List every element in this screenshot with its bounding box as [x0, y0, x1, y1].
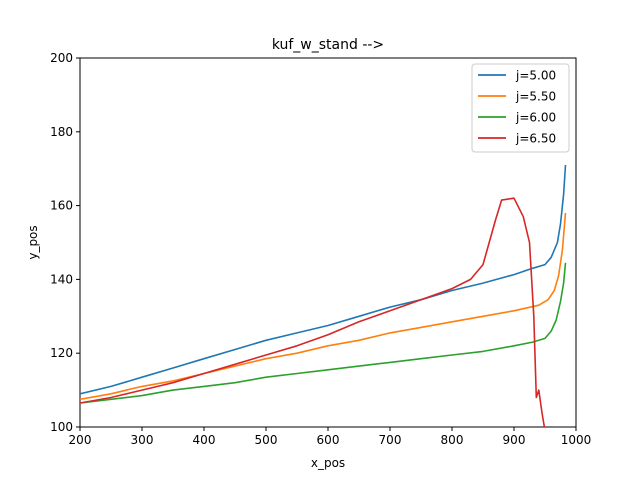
legend-frame	[471, 63, 570, 153]
x-tick-label: 300	[131, 433, 154, 447]
y-axis-ticks: 100 120 140 160 180 200	[50, 51, 80, 434]
x-tick-label: 800	[441, 433, 464, 447]
x-tick-label: 500	[255, 433, 278, 447]
y-tick-label: 100	[50, 420, 73, 434]
series-line-1	[80, 164, 567, 395]
legend-label: j=5.50	[515, 90, 556, 104]
legend-label: j=6.50	[515, 132, 556, 146]
x-tick-label: 700	[379, 433, 402, 447]
x-tick-label: 400	[193, 433, 216, 447]
x-axis-ticks: 200 300 400 500 600 700 800 900 1000	[69, 427, 592, 447]
y-tick-label: 140	[50, 272, 73, 286]
x-tick-label: 900	[503, 433, 526, 447]
x-axis-label: x_pos	[311, 456, 345, 470]
legend: j=5.00 j=5.50 j=6.00 j=6.50	[471, 63, 570, 153]
y-axis-label: y_pos	[26, 225, 40, 259]
legend-label: j=5.00	[515, 69, 556, 83]
y-tick-label: 160	[50, 199, 73, 213]
x-tick-label: 200	[69, 433, 92, 447]
y-tick-label: 120	[50, 346, 73, 360]
chart-title: kuf_w_stand -->	[272, 37, 384, 53]
x-tick-label: 1000	[561, 433, 592, 447]
legend-label: j=6.00	[515, 111, 556, 125]
y-tick-label: 200	[50, 51, 73, 65]
series-line-4	[80, 197, 546, 427]
series-line-3	[80, 262, 567, 404]
chart-marks	[80, 164, 567, 427]
x-tick-label: 600	[317, 433, 340, 447]
y-tick-label: 180	[50, 125, 73, 139]
series-line-2	[80, 212, 567, 401]
